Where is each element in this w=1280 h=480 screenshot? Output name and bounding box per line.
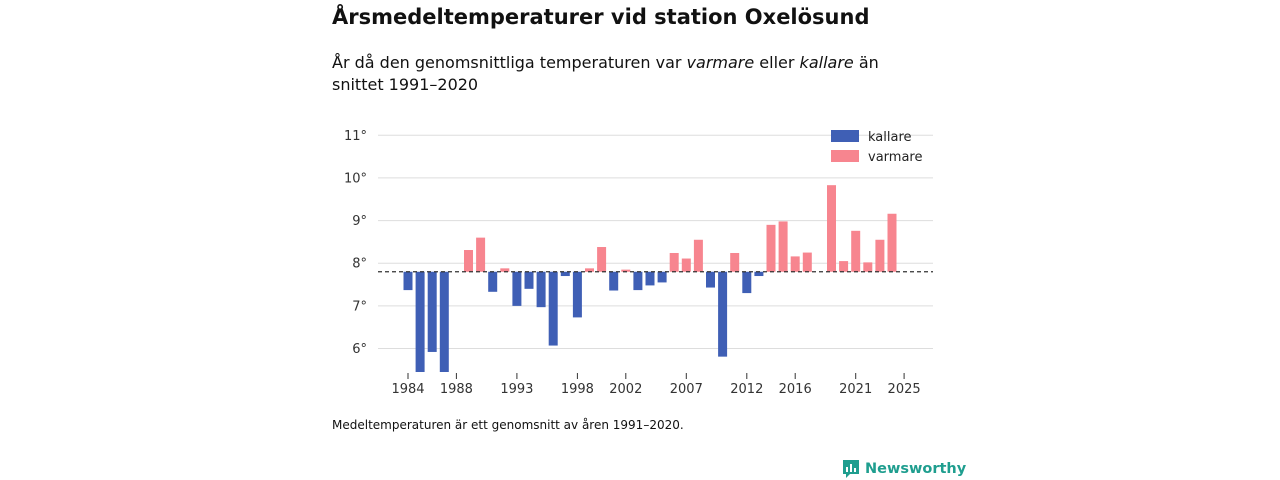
bar-varmare <box>778 221 788 272</box>
x-tick-label: 2012 <box>730 382 763 397</box>
x-tick-label: 1993 <box>500 382 533 397</box>
x-axis: 1984 1988 1993 1998 2002 2007 2012 2016 2021 2025 <box>391 373 921 397</box>
bars <box>403 185 897 372</box>
chart-subtitle: År då den genomsnittliga temperaturen va… <box>332 52 932 96</box>
bar-kallare <box>560 271 570 277</box>
legend-swatch-varmare <box>831 150 859 162</box>
bar-varmare <box>621 269 631 272</box>
bar-kallare <box>657 271 667 283</box>
bar-varmare <box>875 239 885 272</box>
logo-text: Newsworthy <box>865 461 967 477</box>
bar-varmare <box>827 185 836 272</box>
x-tick-label: 2002 <box>609 382 642 397</box>
bar-kallare <box>754 271 764 277</box>
legend-label-kallare: kallare <box>868 130 912 145</box>
bar-kallare <box>427 271 437 352</box>
legend-swatch-kallare <box>831 130 859 142</box>
bar-kallare <box>609 271 619 291</box>
legend-label-varmare: varmare <box>868 150 922 165</box>
bar-varmare <box>851 230 861 272</box>
subtitle-cold-word: kallare <box>799 53 854 72</box>
bar-varmare <box>585 268 594 272</box>
newsworthy-logo[interactable]: Newsworthy <box>842 459 966 479</box>
x-tick-label: 1998 <box>561 382 594 397</box>
bar-kallare <box>524 271 534 289</box>
bar-kallare <box>439 271 449 372</box>
subtitle-warm-word: varmare <box>686 53 755 72</box>
subtitle-part3: än snittet 1991–2020 <box>332 53 879 94</box>
legend: kallare varmare <box>831 130 922 165</box>
bar-varmare <box>790 256 800 272</box>
newsworthy-logo-icon <box>843 460 859 478</box>
bar-kallare <box>706 271 715 288</box>
bar-varmare <box>887 213 897 272</box>
y-tick-label: 6° <box>352 342 367 357</box>
bar-varmare <box>863 262 873 272</box>
bar-varmare <box>476 237 486 272</box>
bar-varmare <box>839 261 849 272</box>
subtitle-part1: År då den genomsnittliga temperaturen va… <box>332 53 687 72</box>
bar-kallare <box>403 271 413 291</box>
y-tick-label: 9° <box>352 214 367 229</box>
bar-varmare <box>766 224 776 272</box>
bar-kallare <box>572 271 582 318</box>
x-tick-label: 1984 <box>391 382 424 397</box>
bar-kallare <box>415 271 425 372</box>
bar-varmare <box>681 258 691 272</box>
grid-lines: 6° 7° 8° 9° 10° 11° <box>344 129 933 357</box>
y-tick-label: 7° <box>352 299 367 314</box>
bar-kallare <box>512 271 522 306</box>
bar-varmare <box>464 250 473 272</box>
x-tick-label: 2025 <box>888 382 921 397</box>
bar-varmare <box>500 268 510 272</box>
bar-kallare <box>742 271 752 294</box>
y-tick-label: 11° <box>344 129 367 144</box>
bar-varmare <box>730 252 740 272</box>
bar-kallare <box>645 271 655 286</box>
footnote: Medeltemperaturen är ett genomsnitt av å… <box>332 418 684 432</box>
bar-kallare <box>536 271 546 308</box>
x-tick-label: 2007 <box>670 382 703 397</box>
bar-varmare <box>669 252 679 272</box>
bar-kallare <box>548 271 558 346</box>
bar-varmare <box>597 247 607 272</box>
bar-kallare <box>718 271 728 357</box>
y-tick-label: 8° <box>352 257 367 272</box>
bar-varmare <box>802 252 812 272</box>
subtitle-part2: eller <box>754 53 800 72</box>
x-tick-label: 1988 <box>440 382 473 397</box>
chart-title: Årsmedeltemperaturer vid station Oxelösu… <box>332 5 870 29</box>
bar-varmare <box>693 239 703 272</box>
bar-kallare <box>488 271 498 292</box>
y-tick-label: 10° <box>344 171 367 186</box>
x-tick-label: 2016 <box>779 382 812 397</box>
x-tick-label: 2021 <box>839 382 872 397</box>
bar-kallare <box>633 271 643 291</box>
